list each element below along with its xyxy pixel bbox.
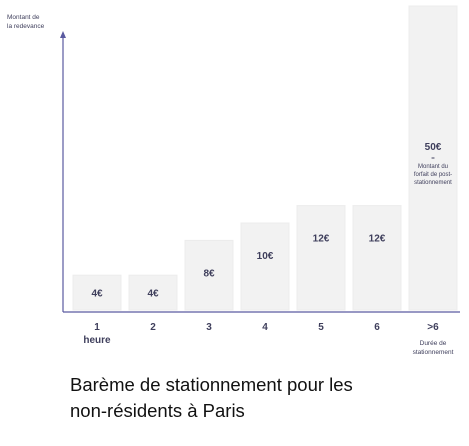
last-bar-annotation-line-1: = xyxy=(431,156,435,162)
x-tick-label-7: >6 xyxy=(427,322,439,333)
bar-value-label-2: 4€ xyxy=(147,289,159,300)
last-bar-annotation-line-3: forfait de post- xyxy=(414,172,452,178)
bar-6 xyxy=(352,205,402,311)
bar-4 xyxy=(240,222,290,311)
x-tick-label-6: 6 xyxy=(374,322,380,333)
last-bar-annotation-line-4: stationnement xyxy=(414,180,452,186)
x-tick-label-1: 1 xyxy=(94,322,100,333)
bar-value-label-1: 4€ xyxy=(91,289,103,300)
bar-3 xyxy=(184,239,234,311)
bar-value-label-3: 8€ xyxy=(203,268,215,279)
parking-fee-bar-chart: 4€ 1 heure 4€ 2 8€ 3 10€ 4 12€ 5 12€ 6 50€ >6 = Montant … xyxy=(7,5,460,356)
last-bar-annotation-line-2: Montant du xyxy=(418,164,448,170)
bar-2 xyxy=(128,274,178,311)
y-axis-label-line1: Montant de xyxy=(7,14,40,21)
chart-caption: Barème de stationnement pour les non-rés… xyxy=(70,372,460,424)
bar-value-label-4: 10€ xyxy=(257,251,274,262)
y-axis-arrowhead xyxy=(60,31,66,38)
y-axis-label-line2: la redevance xyxy=(7,23,45,30)
x-tick-label-4: 4 xyxy=(262,322,268,333)
bar-value-label-7: 50€ xyxy=(425,142,442,153)
bar-value-label-6: 12€ xyxy=(369,234,386,245)
bar-1 xyxy=(72,274,122,311)
caption-line-2: non-résidents à Paris xyxy=(70,400,245,421)
bar-5 xyxy=(296,205,346,311)
x-tick-label-3: 3 xyxy=(206,322,212,333)
bar-7 xyxy=(408,5,458,311)
bar-value-label-5: 12€ xyxy=(313,234,330,245)
x-tick-sublabel-1: heure xyxy=(83,335,111,346)
x-axis-label-line1: Durée de xyxy=(420,340,447,347)
x-axis-label-line2: stationnement xyxy=(413,349,454,356)
caption-line-1: Barème de stationnement pour les xyxy=(70,374,353,395)
x-tick-label-2: 2 xyxy=(150,322,156,333)
x-tick-label-5: 5 xyxy=(318,322,324,333)
